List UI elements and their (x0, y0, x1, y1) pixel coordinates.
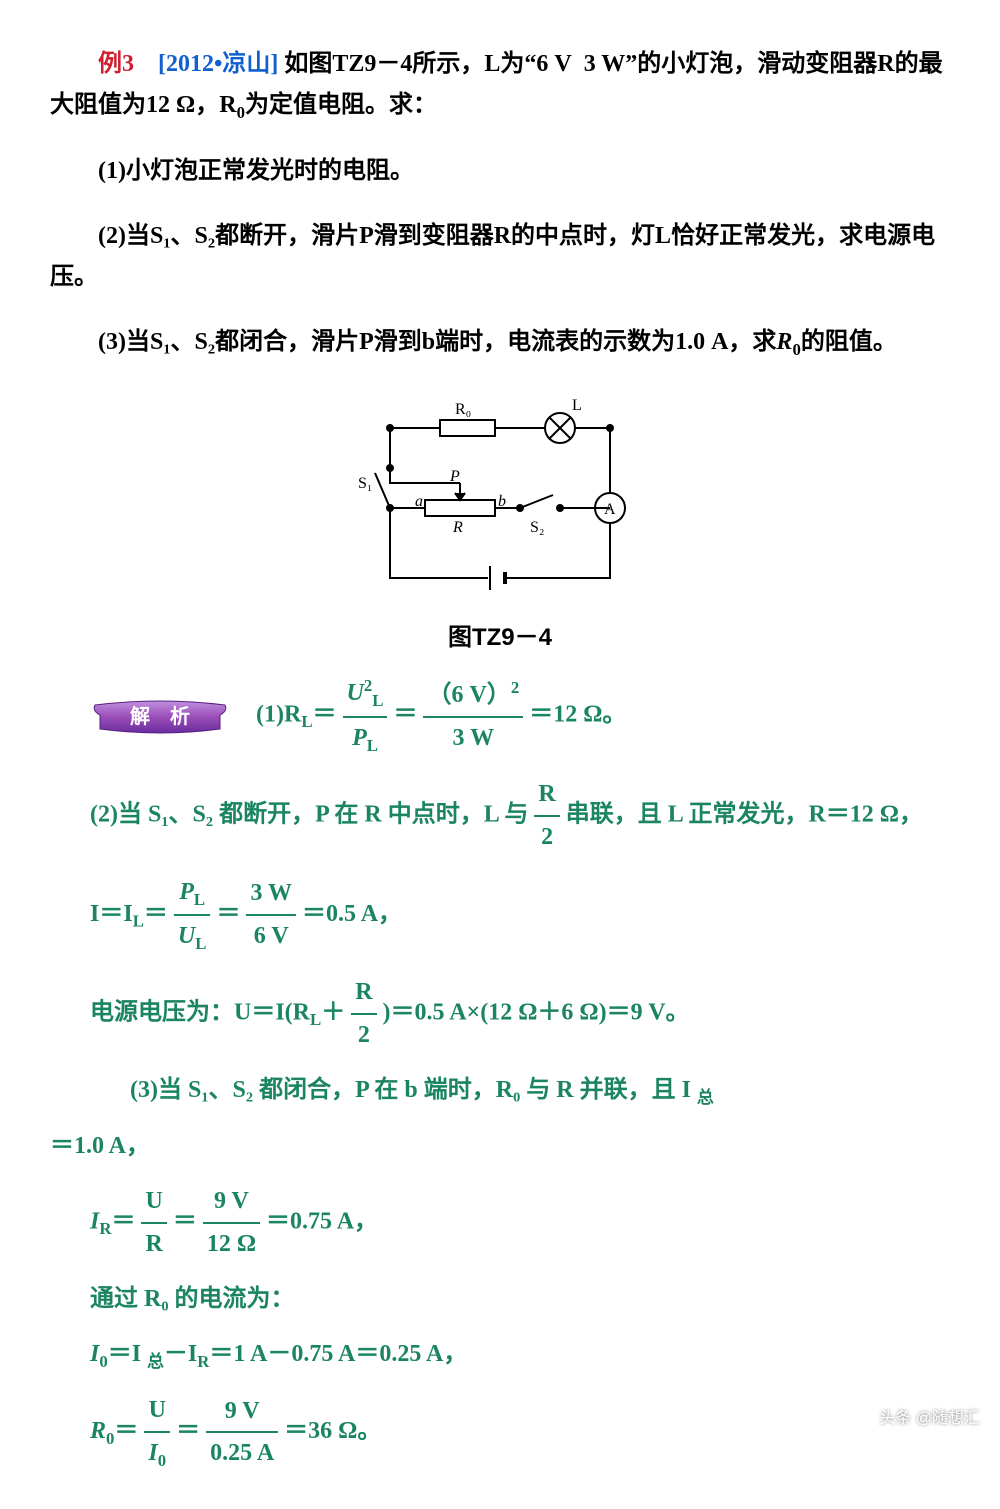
question-3: (3)当S₁、S₂都闭合，滑片P滑到b端时，电流表的示数为1.0 A，求R0的阻… (50, 322, 950, 364)
watermark: 头条 @随想汇 (879, 1405, 980, 1432)
problem-source: [2012•凉山] (158, 51, 278, 77)
solution-line-1: 解 析 (1)RL＝ U2LPL ＝ （6 V）23 W ＝12 Ω。 (90, 672, 950, 760)
example-number: 例3 (98, 51, 134, 77)
circuit-diagram: R₀ L S₁ P a b R S₂ A 图TZ9－4 (50, 388, 950, 659)
figure-caption: 图TZ9－4 (50, 618, 950, 659)
question-1: (1)小灯泡正常发光时的电阻。 (50, 151, 950, 192)
svg-text:L: L (572, 397, 582, 414)
solution-line-5: (3)当 S₁、S₂ 都闭合，P 在 b 端时，R₀ 与 R 并联，且 I 总 (130, 1070, 950, 1112)
svg-text:解 析: 解 析 (130, 704, 190, 728)
intro-text-b: 为定值电阻。求： (245, 92, 437, 118)
solution-line-2: (2)当 S₁、S₂ 都断开，P 在 R 中点时，L 与 R2 串联，且 L 正… (90, 774, 950, 858)
solution-line-8: I0＝I 总－IR＝1 A－0.75 A＝0.25 A， (90, 1334, 950, 1376)
solution-line-3: I＝IL＝ PLUL ＝ 3 W6 V ＝0.5 A， (90, 872, 950, 959)
svg-text:A: A (604, 501, 616, 518)
svg-text:b: b (498, 493, 506, 510)
svg-text:R: R (452, 519, 463, 536)
svg-text:P: P (449, 468, 460, 485)
problem-intro: 例3 [2012•凉山] 如图TZ9－4所示，L为“6 V 3 W”的小灯泡，滑… (50, 44, 950, 127)
problem-block: 例3 [2012•凉山] 如图TZ9－4所示，L为“6 V 3 W”的小灯泡，滑… (50, 44, 950, 364)
analysis-badge: 解 析 (90, 697, 230, 735)
svg-text:S₁: S₁ (358, 475, 372, 492)
circuit-svg: R₀ L S₁ P a b R S₂ A (350, 388, 650, 598)
solution-line-7: 通过 R₀ 的电流为： (90, 1279, 950, 1320)
svg-text:a: a (415, 493, 423, 510)
solution-line-9: R0＝ UI0 ＝ 9 V0.25 A ＝36 Ω。 (90, 1390, 950, 1475)
solution-line-4: 电源电压为：U＝I(RL＋ R2 )＝0.5 A×(12 Ω＋6 Ω)＝9 V。 (90, 972, 950, 1056)
solution-line-5b: ＝1.0 A， (50, 1126, 950, 1167)
solution-line-6: IR＝ UR ＝ 9 V12 Ω ＝0.75 A， (90, 1181, 950, 1265)
solution-block: 解 析 (1)RL＝ U2LPL ＝ （6 V）23 W ＝12 Ω。 (2)当… (50, 672, 950, 1475)
svg-text:R₀: R₀ (455, 401, 471, 418)
svg-text:S₂: S₂ (530, 519, 544, 536)
question-2: (2)当S₁、S₂都断开，滑片P滑到变阻器R的中点时，灯L恰好正常发光，求电源电… (50, 216, 950, 298)
